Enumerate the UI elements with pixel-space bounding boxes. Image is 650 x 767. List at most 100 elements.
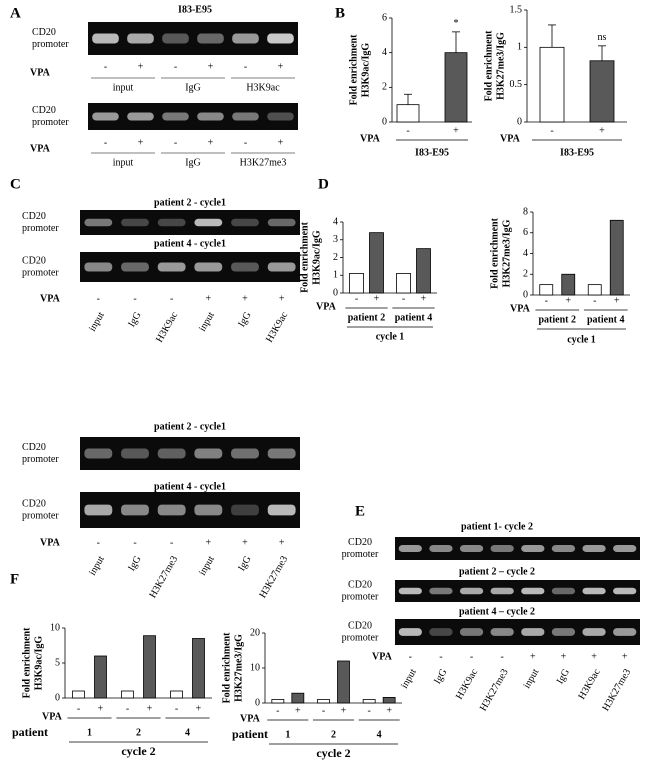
bar (121, 690, 134, 699)
sign: - (409, 651, 412, 662)
gel-row-label: CD20 (22, 211, 46, 222)
gel-band (194, 504, 223, 516)
series-label: - (550, 125, 553, 136)
lane-label: H3K27me3 (147, 554, 180, 600)
panel-letter: E (355, 503, 365, 519)
gel-title: patient 1- cycle 2 (461, 521, 533, 532)
series-label: - (402, 293, 405, 304)
gel-band (84, 504, 113, 516)
series-label: - (77, 703, 80, 714)
gel-row-label: promoter (22, 267, 59, 278)
sign: + (206, 293, 212, 304)
bar (416, 248, 431, 294)
y-tick-label: 0 (517, 116, 522, 127)
category-label: I83-E95 (560, 147, 594, 158)
gel-band (613, 587, 637, 595)
series-label: - (545, 295, 548, 306)
gel-band (429, 545, 453, 552)
treatment-label: VPA (40, 537, 61, 548)
gel-band (459, 545, 484, 552)
y-tick-label: 20 (250, 627, 260, 638)
gel-row-label: CD20 (22, 255, 46, 266)
gel-band (521, 628, 545, 636)
bar (72, 690, 85, 699)
category-axis-label: patient (232, 727, 268, 741)
gel (80, 252, 300, 282)
gel-row-label: CD20 (32, 27, 56, 38)
lane-label: IgG (185, 157, 201, 168)
y-tick-label: 6 (382, 12, 387, 23)
bar (94, 655, 107, 699)
annotation: * (454, 18, 459, 29)
y-tick-label: 0.5 (510, 79, 523, 90)
category-label: 1 (285, 729, 290, 740)
sign: + (622, 651, 628, 662)
bar (192, 638, 205, 699)
gel-band (231, 262, 259, 272)
y-tick-label: 3 (333, 234, 338, 245)
sign: + (278, 137, 284, 148)
lane-label: input (197, 310, 217, 333)
y-tick-label: 10 (50, 622, 60, 633)
y-axis-label: Fold enrichment (489, 217, 500, 288)
lane-label: H3K27me3 (600, 667, 633, 713)
sign: - (170, 293, 173, 304)
category-label: I83-E95 (415, 147, 449, 158)
error-bar (598, 45, 606, 61)
series-label: + (98, 703, 104, 714)
gel (395, 580, 640, 602)
gel-band (231, 448, 259, 459)
gel-band (490, 587, 514, 595)
sign: + (278, 61, 284, 72)
panel-letter: B (335, 5, 345, 21)
gel-title: patient 2 - cycle1 (154, 197, 226, 208)
series-label: + (453, 125, 459, 136)
gel (80, 492, 300, 528)
y-tick-label: 2 (523, 269, 528, 280)
sign: - (174, 61, 177, 72)
gel-band (267, 112, 294, 121)
lane-label: H3K9ac (246, 82, 280, 93)
series-label: + (147, 703, 153, 714)
series-label: - (406, 125, 409, 136)
bar (337, 660, 350, 704)
lane-label: IgG (236, 554, 253, 573)
lane-label: H3K9ac (264, 310, 290, 345)
gel-band (194, 262, 223, 272)
series-label: + (614, 295, 620, 306)
lane-label: IgG (432, 667, 449, 686)
series-label: - (126, 703, 129, 714)
treatment-label: VPA (510, 303, 531, 314)
sign: - (501, 651, 504, 662)
gel-band (121, 448, 149, 459)
gel-band (157, 504, 186, 516)
gel-band (582, 587, 606, 595)
bar (587, 284, 602, 296)
gel-band (551, 545, 576, 552)
gel-band (121, 218, 149, 227)
y-tick-label: 0 (333, 287, 338, 298)
gel-band (162, 112, 189, 121)
series-label: + (341, 705, 347, 716)
gel (88, 103, 298, 130)
sign: - (470, 651, 473, 662)
sign: - (104, 61, 107, 72)
category-label: patient 4 (587, 314, 625, 325)
sign: - (104, 137, 107, 148)
gel-band (267, 448, 296, 459)
group-label: cycle 1 (567, 334, 596, 345)
gel-band (551, 587, 576, 595)
gel-row-label: promoter (342, 591, 379, 602)
gel-band (121, 262, 149, 272)
y-axis-label: H3K27me3/IgG (233, 634, 244, 702)
y-axis-label: H3K27me3/IgG (495, 32, 506, 100)
treatment-label: VPA (500, 133, 521, 144)
bar (362, 699, 376, 704)
gel-band (84, 218, 113, 227)
series-label: + (295, 705, 301, 716)
y-tick-label: 1 (517, 42, 522, 53)
gel-row-label: promoter (32, 117, 69, 128)
y-tick-label: 0 (382, 116, 387, 127)
gel-title: patient 4 – cycle 2 (459, 606, 535, 617)
y-tick-label: 2 (333, 252, 338, 263)
